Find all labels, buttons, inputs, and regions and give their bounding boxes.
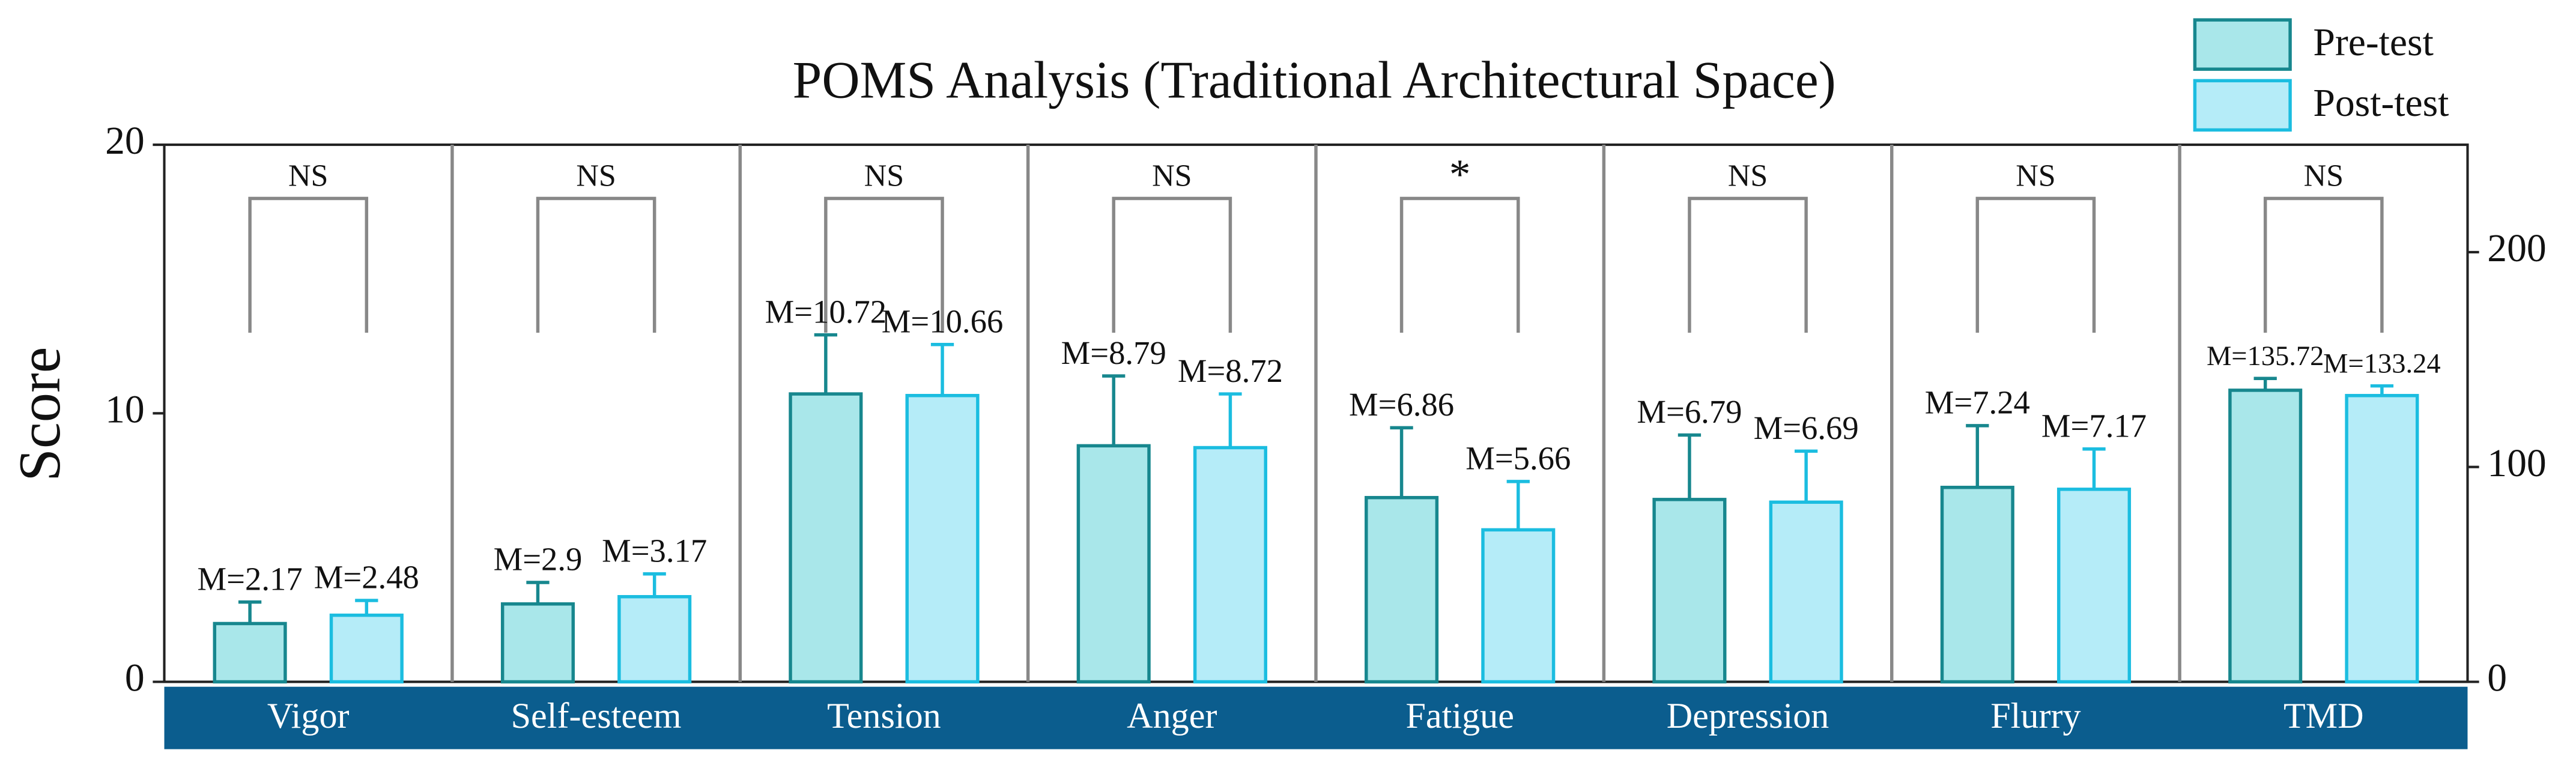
bar [500, 602, 575, 684]
significance-label: NS [1152, 159, 1192, 193]
y-tick-label: 10 [105, 388, 145, 431]
value-label: M=8.72 [1178, 352, 1283, 389]
value-label: M=6.79 [1637, 393, 1742, 430]
significance-bracket [1112, 196, 1232, 333]
y2-tick-label: 100 [2487, 442, 2546, 485]
legend-swatch [2193, 79, 2292, 132]
significance-label: NS [2304, 159, 2344, 193]
y2-tick-label: 0 [2487, 657, 2507, 700]
value-label: M=2.48 [314, 559, 419, 596]
bar [617, 594, 692, 684]
significance-label: NS [576, 159, 616, 193]
category-label: Depression [1667, 696, 1829, 736]
value-label: M=6.69 [1754, 410, 1859, 446]
bar [2345, 394, 2419, 684]
legend-label: Post-test [2313, 82, 2449, 125]
significance-bracket [248, 196, 369, 333]
significance-bracket [824, 196, 944, 333]
bar [1769, 500, 1843, 684]
chart-title: POMS Analysis (Traditional Architectural… [793, 51, 1836, 109]
category-label: Fatigue [1405, 696, 1514, 736]
significance-bracket [1399, 196, 1520, 333]
bar [1481, 528, 1556, 684]
bar [329, 613, 404, 684]
significance-bracket [536, 196, 656, 333]
legend-label: Pre-test [2313, 21, 2433, 64]
y-tick-label: 20 [105, 119, 145, 163]
significance-label: NS [864, 159, 904, 193]
bar [905, 394, 980, 684]
significance-bracket [1975, 196, 2096, 333]
bar [2228, 389, 2303, 684]
category-label: Vigor [267, 696, 350, 736]
value-label: M=133.24 [2323, 349, 2440, 379]
category-label: Flurry [1990, 696, 2080, 736]
significance-label: * [1449, 151, 1471, 198]
significance-label: NS [2016, 159, 2055, 193]
category-band [164, 686, 2468, 749]
value-label: M=10.72 [765, 293, 887, 330]
y-tick-label: 0 [125, 657, 145, 700]
significance-label: NS [288, 159, 328, 193]
significance-bracket [2263, 196, 2384, 333]
legend-swatch [2193, 18, 2292, 71]
bar [213, 621, 287, 684]
value-label: M=6.86 [1349, 386, 1454, 423]
category-label: Anger [1127, 696, 1217, 736]
value-label: M=7.17 [2041, 407, 2147, 444]
y-axis-label: Score [7, 347, 73, 482]
significance-bracket [1688, 196, 1808, 333]
value-label: M=2.9 [494, 541, 583, 578]
category-label: Self-esteem [511, 696, 682, 736]
value-label: M=135.72 [2207, 341, 2324, 372]
value-label: M=5.66 [1465, 440, 1571, 477]
y2-tick-label: 200 [2487, 227, 2546, 270]
category-label: TMD [2284, 696, 2364, 736]
bar [1940, 485, 2014, 684]
bar [1652, 498, 1727, 684]
significance-label: NS [1728, 159, 1768, 193]
bar [1193, 446, 1267, 684]
bar [789, 392, 863, 684]
bar [2056, 488, 2132, 684]
value-label: M=10.66 [882, 303, 1004, 339]
value-label: M=8.79 [1061, 334, 1166, 371]
bar [1076, 444, 1151, 684]
value-label: M=3.17 [602, 532, 707, 569]
value-label: M=2.17 [198, 560, 303, 597]
bar [1365, 495, 1439, 684]
value-label: M=7.24 [1925, 384, 2030, 421]
category-label: Tension [827, 696, 941, 736]
